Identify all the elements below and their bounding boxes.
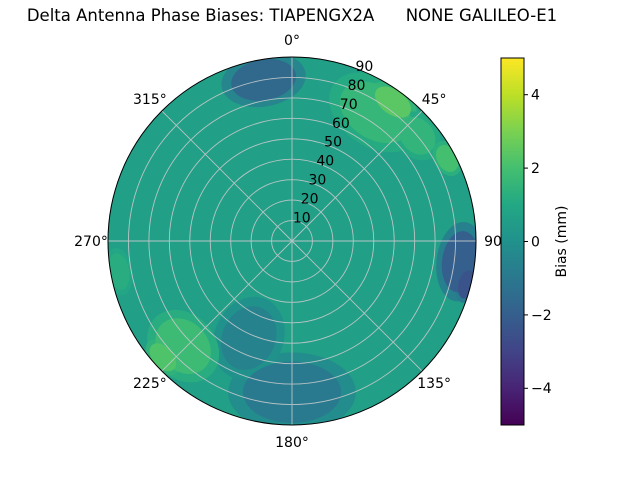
colorbar-tick-label: 0 bbox=[531, 234, 540, 250]
angular-tick-label: 270° bbox=[74, 234, 108, 250]
contour-region bbox=[149, 343, 177, 372]
radial-tick-labels: 10 20 30 40 50 60 70 80 90 bbox=[293, 59, 373, 226]
colorbar-tick-label: −2 bbox=[531, 308, 552, 324]
angular-tick-label: 45° bbox=[422, 92, 447, 108]
radial-tick-label: 20 bbox=[301, 191, 319, 207]
contour-region bbox=[221, 306, 277, 370]
contour-region bbox=[374, 86, 411, 118]
colorbar-tick-label: −4 bbox=[531, 381, 552, 397]
radial-tick-label: 70 bbox=[340, 97, 358, 113]
colorbar: −4 −2 0 2 4 Bias (mm) bbox=[500, 57, 570, 426]
radial-tick-label: 40 bbox=[316, 154, 334, 170]
radial-tick-label: 60 bbox=[332, 116, 350, 132]
colorbar-tick-label: 2 bbox=[531, 161, 540, 177]
radial-tick-label: 10 bbox=[293, 210, 311, 226]
radial-tick-label: 30 bbox=[309, 173, 327, 189]
angular-tick-label: 135° bbox=[417, 376, 451, 392]
colorbar-tick-label: 4 bbox=[531, 88, 540, 104]
angular-tick-labels: 0° 45° 90 135° 180° 225° 270° 315° bbox=[74, 33, 502, 451]
radial-tick-label: 50 bbox=[324, 135, 342, 151]
colorbar-label: Bias (mm) bbox=[554, 205, 570, 277]
colorbar-gradient bbox=[500, 57, 525, 426]
angular-tick-label: 0° bbox=[284, 33, 300, 49]
grid-spoke bbox=[291, 110, 423, 242]
angular-tick-label: 225° bbox=[133, 376, 167, 392]
radial-tick-label: 90 bbox=[355, 59, 373, 75]
chart-title: Delta Antenna Phase Biases: TIAPENGX2A N… bbox=[26, 6, 558, 25]
plot-boundary bbox=[107, 56, 477, 426]
angular-tick-label: 315° bbox=[133, 92, 167, 108]
grid-spoke bbox=[161, 110, 293, 242]
polar-grid bbox=[108, 57, 476, 425]
grid-spoke bbox=[291, 240, 423, 372]
angular-tick-label: 90 bbox=[484, 234, 502, 250]
grid-spoke bbox=[161, 240, 293, 372]
radial-tick-label: 80 bbox=[348, 78, 366, 94]
angular-tick-label: 180° bbox=[275, 435, 309, 451]
contour-region bbox=[108, 253, 130, 290]
